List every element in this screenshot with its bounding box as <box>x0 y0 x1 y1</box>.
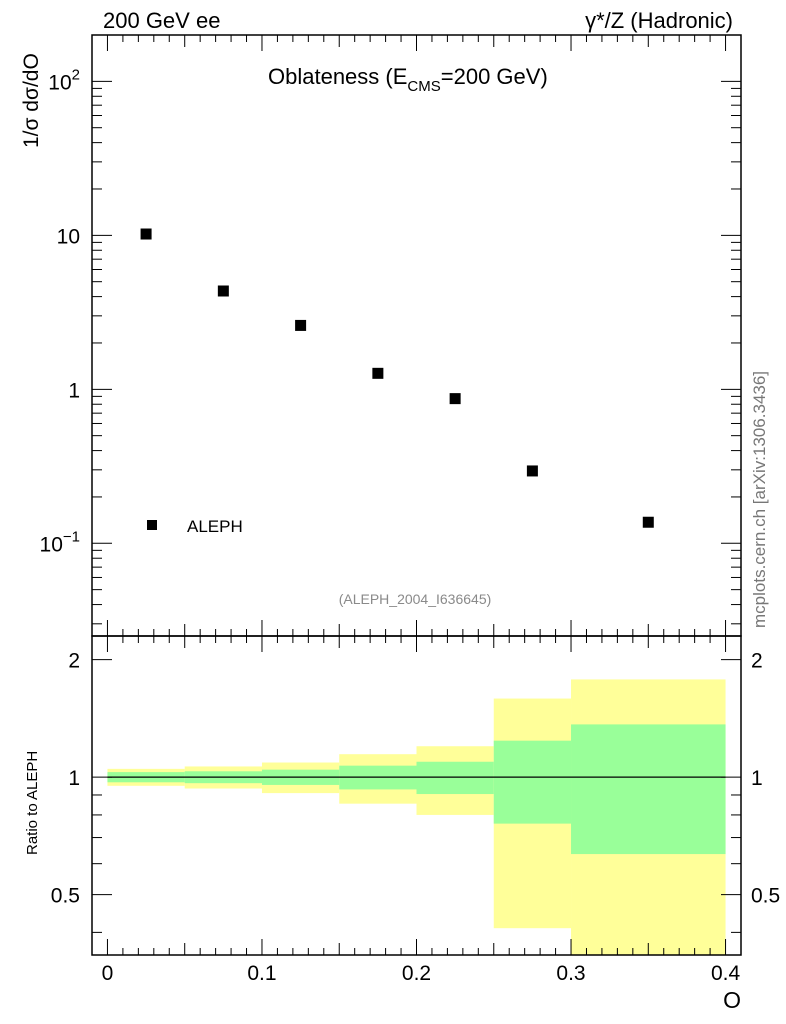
ratio-y-tick-label-right: 0.5 <box>751 885 780 908</box>
x-tick-label: 0.2 <box>402 962 431 985</box>
main-plot-panel: 102 10 1 10−1 Oblateness (ECMS=200 GeV) 1/σ… <box>20 34 742 637</box>
header-left-label: 200 GeV ee <box>103 8 220 33</box>
x-axis-label: O <box>723 987 741 1013</box>
main-y-tick-labels: 102 10 1 10−1 <box>40 66 80 556</box>
ratio-y-tick-label-left: 0.5 <box>51 885 80 908</box>
data-point <box>449 393 461 405</box>
ratio-y-tick-label-left: 2 <box>68 650 80 673</box>
main-data-markers <box>140 228 654 528</box>
main-y-tick-label: 10 <box>57 225 80 248</box>
x-tick-label: 0.4 <box>711 962 741 985</box>
title-text: Oblateness (E <box>268 64 407 89</box>
title-subscript: CMS <box>407 78 440 95</box>
ratio-y-tick-label-left: 1 <box>68 767 80 790</box>
data-point <box>140 228 152 240</box>
ratio-inner-band <box>571 724 726 855</box>
ratio-plot-frame <box>91 635 742 956</box>
x-tick-label: 0.3 <box>556 962 585 985</box>
main-plot-frame <box>91 34 742 637</box>
ratio-inner-band <box>493 740 572 824</box>
x-tick-label: 0.1 <box>247 962 276 985</box>
ratio-y-axis-label: Ratio to ALEPH <box>24 751 41 855</box>
ratio-y-tick-labels: 0.5 0.5 1 1 2 2 <box>51 650 780 908</box>
ratio-y-tick-label-right: 2 <box>751 650 763 673</box>
data-point <box>217 285 229 297</box>
main-y-tick-label: 1 <box>68 379 80 402</box>
main-y-axis-label: 1/σ dσ/dO <box>20 53 43 148</box>
ratio-x-tick-labels: 0 0.1 0.2 0.3 0.4 <box>102 962 741 985</box>
legend-label: ALEPH <box>187 517 243 536</box>
ratio-inner-bands <box>107 724 726 855</box>
main-y-tick-label: 102 <box>48 66 80 94</box>
data-point <box>372 367 384 379</box>
main-y-tick-label: 10−1 <box>40 528 80 556</box>
main-plot-title: Oblateness (ECMS=200 GeV) <box>268 64 548 95</box>
analysis-id-label: (ALEPH_2004_I636645) <box>339 591 492 607</box>
main-axis-ticks <box>92 34 741 636</box>
data-point <box>642 516 654 528</box>
data-point <box>526 465 538 477</box>
x-tick-label: 0 <box>102 962 114 985</box>
title-tail: =200 GeV) <box>441 64 548 89</box>
ratio-plot-panel: 0.5 0.51 12 2 0 0.1 0.2 0.3 0.4 Ratio to ALEPH … <box>24 635 780 1013</box>
mcplots-side-label: mcplots.cern.ch [arXiv:1306.3436] <box>750 371 769 628</box>
data-point <box>295 319 307 331</box>
ratio-inner-band <box>416 761 494 795</box>
header-right-label: γ*/Z (Hadronic) <box>585 8 733 33</box>
ratio-axis-ticks <box>92 636 741 955</box>
legend-marker <box>147 520 157 530</box>
ratio-y-tick-label-right: 1 <box>751 767 763 790</box>
